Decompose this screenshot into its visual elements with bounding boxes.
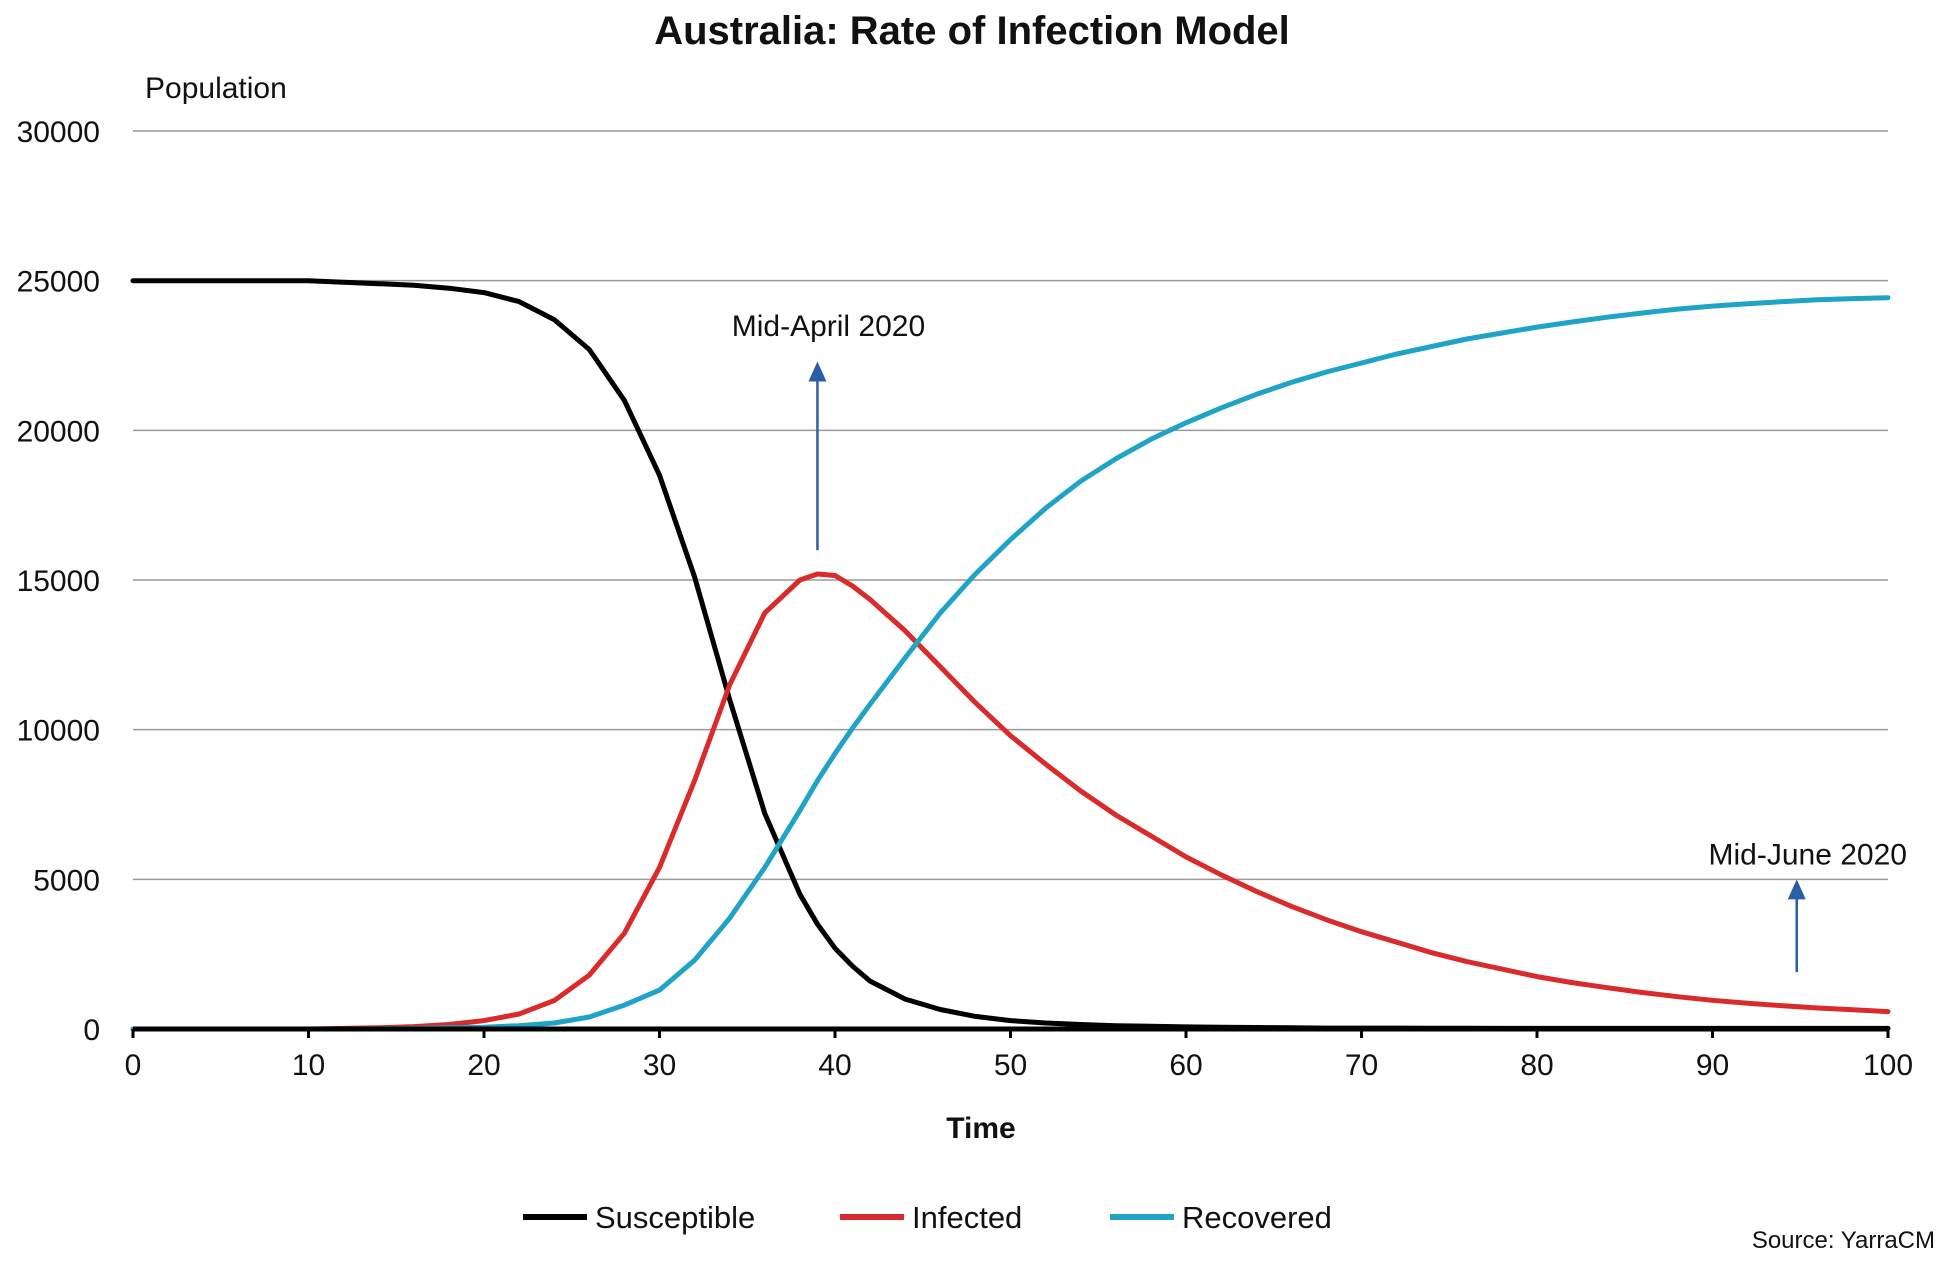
x-tick-label-40: 40: [818, 1049, 851, 1082]
legend-label-susceptible: Susceptible: [595, 1200, 755, 1235]
source-note: Source: YarraCM: [1752, 1227, 1935, 1254]
y-tick-label-5000: 5000: [33, 864, 100, 897]
y-tick-label-30000: 30000: [17, 116, 100, 149]
series-line-susceptible: [130, 278, 1891, 1031]
y-tick-label-10000: 10000: [17, 715, 100, 748]
series-line-infected: [130, 571, 1891, 1032]
x-axis: [131, 1026, 1890, 1038]
x-axis-label: Time: [946, 1112, 1015, 1145]
x-tick-label-20: 20: [467, 1049, 500, 1082]
x-tick-label-0: 0: [125, 1049, 142, 1082]
annotations: Mid-April 2020 Mid-June 2020: [732, 310, 1907, 973]
gridlines: [133, 130, 1888, 881]
y-tick-label-25000: 25000: [17, 266, 100, 299]
annotation-label-1: Mid-April 2020: [732, 310, 925, 343]
annotation-label-2: Mid-June 2020: [1709, 838, 1907, 871]
series-lines: [130, 278, 1891, 1032]
x-tick-label-70: 70: [1345, 1049, 1378, 1082]
axis-ticks: 0 5000 10000 15000 20000 25000 30000 0 10 20 30 40 5…: [17, 116, 1913, 1082]
legend-label-recovered: Recovered: [1182, 1200, 1332, 1235]
x-tick-label-50: 50: [994, 1049, 1027, 1082]
annotation-arrow-head-2: [1787, 879, 1806, 900]
x-tick-label-60: 60: [1169, 1049, 1202, 1082]
y-tick-label-0: 0: [83, 1014, 100, 1047]
y-tick-label-15000: 15000: [17, 565, 100, 598]
legend-label-infected: Infected: [912, 1200, 1022, 1235]
y-tick-label-20000: 20000: [17, 415, 100, 448]
x-tick-label-90: 90: [1696, 1049, 1729, 1082]
series-line-recovered: [130, 295, 1891, 1032]
x-tick-label-10: 10: [292, 1049, 325, 1082]
chart-title: Australia: Rate of Infection Model: [654, 9, 1290, 53]
y-axis-label: Population: [145, 72, 287, 105]
x-tick-label-80: 80: [1520, 1049, 1553, 1082]
x-tick-label-100: 100: [1863, 1049, 1913, 1082]
legend: Susceptible Infected Recovered: [523, 1200, 1332, 1235]
x-tick-label-30: 30: [643, 1049, 676, 1082]
annotation-arrow-head-1: [808, 361, 827, 382]
